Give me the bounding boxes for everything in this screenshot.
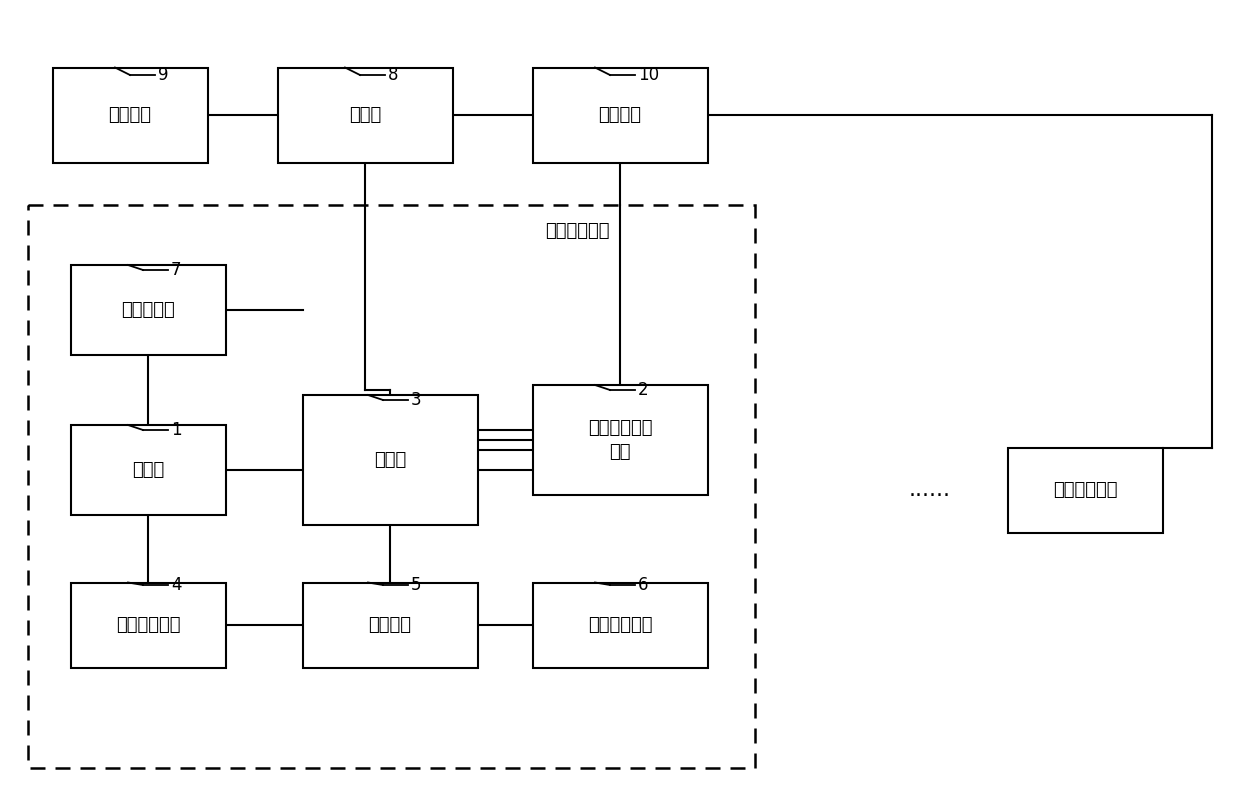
Text: 人机交互模块: 人机交互模块 xyxy=(588,616,652,634)
Text: 通堵状况传感
模块: 通堵状况传感 模块 xyxy=(588,419,652,461)
Bar xyxy=(71,265,226,355)
Bar xyxy=(532,385,708,495)
Text: 5: 5 xyxy=(410,576,422,594)
Bar xyxy=(29,205,755,768)
Text: 打壳控制装置: 打壳控制装置 xyxy=(1053,481,1117,499)
Text: 9: 9 xyxy=(157,66,169,84)
Text: 报警装置: 报警装置 xyxy=(109,106,151,124)
Text: 10: 10 xyxy=(639,66,660,84)
Bar xyxy=(303,582,477,667)
Text: 6: 6 xyxy=(639,576,649,594)
Text: ......: ...... xyxy=(909,480,951,500)
Text: 处理器: 处理器 xyxy=(374,451,407,469)
Bar xyxy=(303,395,477,525)
Bar xyxy=(278,67,453,163)
Text: 检测装置: 检测装置 xyxy=(599,106,641,124)
Bar xyxy=(1007,447,1163,532)
Text: 3: 3 xyxy=(410,391,422,409)
Text: 深度传感模块: 深度传感模块 xyxy=(115,616,180,634)
Bar xyxy=(532,582,708,667)
Text: 4: 4 xyxy=(171,576,181,594)
Text: 上位机: 上位机 xyxy=(348,106,381,124)
Text: 2: 2 xyxy=(639,381,649,399)
Text: 7: 7 xyxy=(171,261,181,279)
Bar xyxy=(71,425,226,515)
Text: 报警模块: 报警模块 xyxy=(368,616,412,634)
Text: 打壳控制装置: 打壳控制装置 xyxy=(546,222,610,240)
Text: 备用处理器: 备用处理器 xyxy=(122,301,175,319)
Bar xyxy=(532,67,708,163)
Bar xyxy=(52,67,207,163)
Bar xyxy=(71,582,226,667)
Text: 8: 8 xyxy=(388,66,398,84)
Text: 打壳机: 打壳机 xyxy=(131,461,164,479)
Text: 1: 1 xyxy=(171,421,181,439)
